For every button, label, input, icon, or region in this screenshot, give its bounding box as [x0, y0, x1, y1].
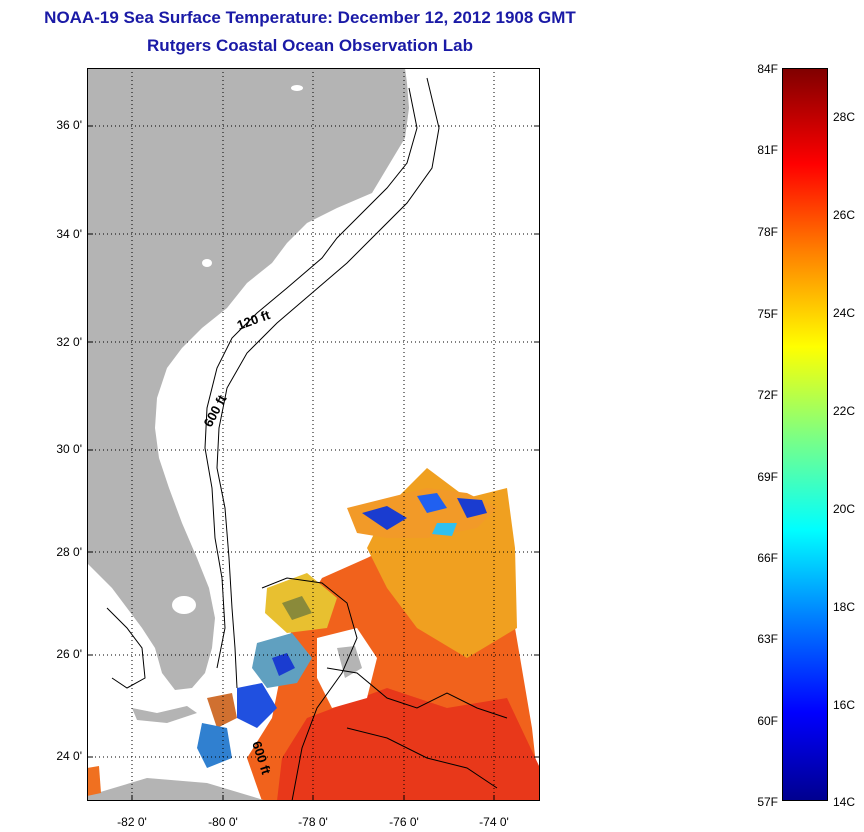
lat-label-24: 24 0'	[56, 749, 82, 763]
lon-label-76: -76 0'	[389, 815, 419, 829]
colorbar-label-78f: 78F	[757, 225, 778, 239]
colorbar-label-24c: 24C	[833, 306, 856, 320]
colorbar-label-84f: 84F	[757, 62, 778, 76]
colorbar-label-81f: 81F	[757, 143, 778, 157]
lon-label-74: -74 0'	[479, 815, 509, 829]
lat-label-36: 36 0'	[56, 118, 82, 132]
sst-map: 120 ft 600 ft 600 ft	[87, 68, 540, 801]
colorbar-label-14c: 14C	[833, 795, 856, 809]
isobath-120ft	[204, 87, 418, 669]
lat-label-28: 28 0'	[56, 545, 82, 559]
lon-label-78: -78 0'	[298, 815, 328, 829]
lat-label-34: 34 0'	[56, 227, 82, 241]
lat-label-26: 26 0'	[56, 647, 82, 661]
colorbar-label-63f: 63F	[757, 632, 778, 646]
title-line-2: Rutgers Coastal Ocean Observation Lab	[147, 36, 473, 55]
us-east-coast-land	[87, 68, 409, 690]
lat-label-30: 30 0'	[56, 442, 82, 456]
colorbar-label-26c: 26C	[833, 208, 856, 222]
colorbar-label-57f: 57F	[757, 795, 778, 809]
colorbar-label-75f: 75F	[757, 307, 778, 321]
colorbar-label-20c: 20C	[833, 502, 856, 516]
colorbar-label-69f: 69F	[757, 470, 778, 484]
lon-label-80: -80 0'	[208, 815, 238, 829]
isobath-600ft	[216, 77, 440, 689]
colorbar-label-16c: 16C	[833, 698, 856, 712]
title-line-1: NOAA-19 Sea Surface Temperature: Decembe…	[44, 8, 576, 27]
lat-label-32: 32 0'	[56, 335, 82, 349]
lon-label-82: -82 0'	[117, 815, 147, 829]
colorbar-label-28c: 28C	[833, 110, 856, 124]
colorbar-label-60f: 60F	[757, 714, 778, 728]
colorbar-label-66f: 66F	[757, 551, 778, 565]
colorbar-label-72f: 72F	[757, 388, 778, 402]
colorbar-label-18c: 18C	[833, 600, 856, 614]
colorbar-label-22c: 22C	[833, 404, 856, 418]
temperature-colorbar	[782, 68, 828, 801]
